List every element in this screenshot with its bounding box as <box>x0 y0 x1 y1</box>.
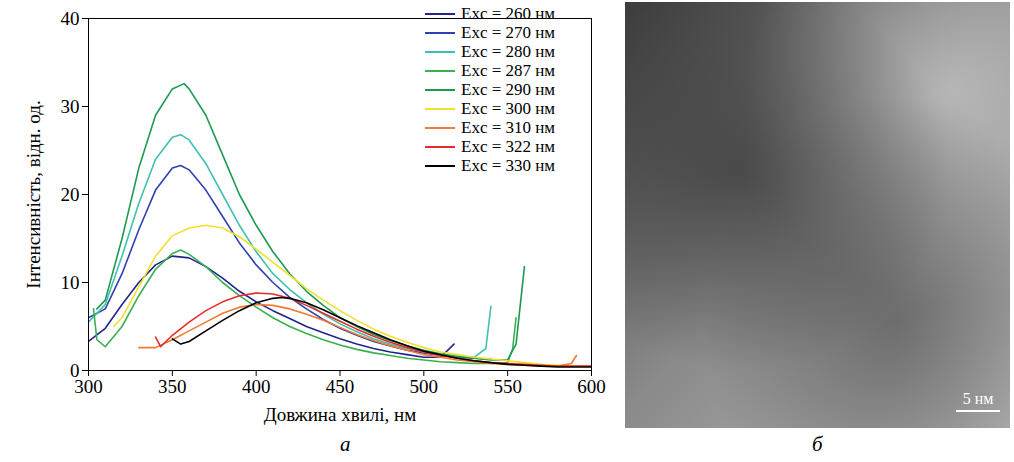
svg-text:550: 550 <box>493 376 521 397</box>
html-text:а: а <box>340 432 351 456</box>
html-text:Exc = 290 нм: Exc = 290 нм <box>461 80 556 99</box>
svg-text:30: 30 <box>61 96 80 117</box>
svg-text:Інтенсивність, відн. од.: Інтенсивність, відн. од. <box>23 100 44 288</box>
svg-text:40: 40 <box>61 8 80 29</box>
html-text:Exc = 260 нм: Exc = 260 нм <box>461 4 556 23</box>
html-text:5 нм: 5 нм <box>962 390 994 407</box>
svg-text:20: 20 <box>61 184 80 205</box>
svg-text:450: 450 <box>326 376 355 397</box>
svg-text:500: 500 <box>410 376 439 397</box>
svg-text:350: 350 <box>158 376 187 397</box>
html-text:Exc = 280 нм: Exc = 280 нм <box>461 42 556 61</box>
svg-text:10: 10 <box>61 272 80 293</box>
html-text:Exc = 310 нм: Exc = 310 нм <box>461 118 556 137</box>
svg-text:400: 400 <box>242 376 271 397</box>
html-text:Exc = 322 нм: Exc = 322 нм <box>461 137 556 156</box>
svg-text:300: 300 <box>74 376 103 397</box>
html-text:Exc = 300 нм: Exc = 300 нм <box>461 99 556 118</box>
html-text:Exc = 270 нм: Exc = 270 нм <box>461 23 556 42</box>
html-text:б: б <box>812 432 823 456</box>
svg-text:600: 600 <box>577 376 606 397</box>
html-text:Exc = 287 нм: Exc = 287 нм <box>461 61 556 80</box>
svg-text:0: 0 <box>70 359 80 381</box>
html-text:Exc = 330 нм: Exc = 330 нм <box>461 156 556 175</box>
svg-text:Довжина хвилі, нм: Довжина хвилі, нм <box>264 404 417 425</box>
